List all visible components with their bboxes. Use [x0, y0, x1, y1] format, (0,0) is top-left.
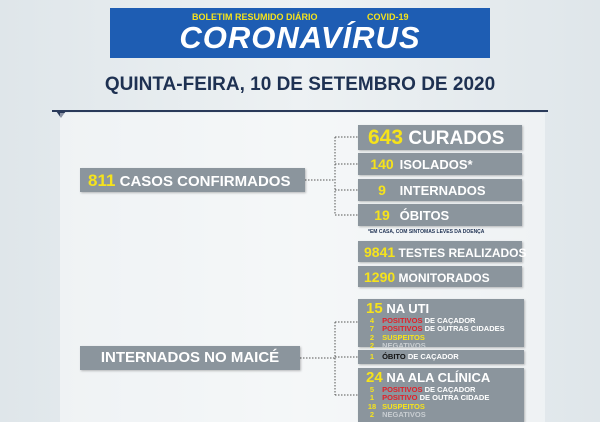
- status: POSITIVOS: [382, 385, 423, 394]
- number: 5: [369, 385, 375, 394]
- detail: DE CAÇADOR: [424, 385, 476, 394]
- status: POSITIVOS: [382, 324, 423, 334]
- group-row: 1 POSITIVO DE OUTRA CIDADE: [364, 393, 489, 402]
- number: 24: [366, 369, 383, 386]
- death-box: [358, 350, 524, 364]
- number: 140: [370, 156, 394, 172]
- summary-item: 140 ISOLADOS*: [368, 156, 473, 172]
- group-head: 15 NA UTI: [366, 300, 429, 317]
- number: 18: [367, 401, 377, 411]
- number: 15: [366, 300, 383, 317]
- banner: [110, 8, 490, 58]
- tests-box: [358, 241, 522, 262]
- number: 4: [369, 316, 375, 325]
- title: CORONAVÍRUS: [179, 20, 421, 55]
- separator: [52, 110, 548, 112]
- number: 9841: [364, 244, 396, 260]
- number: 1: [369, 393, 375, 403]
- number: 2: [369, 340, 375, 350]
- label: INTERNADOS: [399, 183, 486, 198]
- number: 9: [378, 182, 386, 198]
- status: POSITIVOS: [382, 316, 423, 325]
- label: NA ALA CLÍNICA: [386, 370, 491, 385]
- number: 811: [88, 171, 116, 190]
- tests-item: 1290 MONITORADOS: [364, 269, 490, 285]
- detail: DE CAÇADOR: [407, 352, 459, 361]
- death: 1 ÓBITO DE CAÇADOR: [364, 352, 459, 361]
- separator-arrow: [56, 111, 66, 118]
- status: ÓBITO: [382, 352, 406, 361]
- summary-box: [358, 204, 522, 226]
- subtitle: BOLETIM RESUMIDO DIÁRIO: [192, 12, 318, 22]
- label: TESTES REALIZADOS: [398, 246, 527, 260]
- confirmed-box: [80, 168, 305, 192]
- date: QUINTA-FEIRA, 10 DE SETEMBRO DE 2020: [104, 74, 496, 95]
- status: SUSPEITOS: [382, 401, 425, 411]
- group-box: [358, 368, 524, 422]
- label: MONITORADOS: [398, 271, 490, 285]
- hospital-box: [80, 346, 300, 370]
- footnote: *EM CASA, COM SINTOMAS LEVES DA DOENÇA: [368, 229, 485, 235]
- summary-item: 19 ÓBITOS: [368, 207, 449, 223]
- group-box: [358, 299, 524, 347]
- tag: COVID-19: [367, 12, 409, 22]
- detail: DE CAÇADOR: [424, 316, 476, 325]
- number: 19: [374, 207, 390, 223]
- number: 2: [369, 332, 375, 342]
- tests-item: 9841 TESTES REALIZADOS: [364, 244, 527, 260]
- tests-box: [358, 266, 522, 287]
- group-row: 7 POSITIVOS DE OUTRAS CIDADES: [364, 324, 505, 333]
- summary-box: [358, 125, 522, 150]
- summary-box: [358, 153, 522, 175]
- confirmed: 811 CASOS CONFIRMADOS: [88, 171, 290, 191]
- summary-box: [358, 179, 522, 201]
- number: 1: [369, 352, 375, 361]
- number: 7: [369, 324, 375, 334]
- label: CURADOS: [408, 128, 505, 149]
- group-head: 24 NA ALA CLÍNICA: [366, 369, 490, 386]
- group-row: 2 NEGATIVOS: [364, 341, 426, 350]
- status: SUSPEITOS: [382, 332, 425, 342]
- summary-item: 9 INTERNADOS: [368, 182, 486, 198]
- label: ISOLADOS*: [399, 157, 473, 172]
- group-row: 2 SUSPEITOS: [364, 333, 425, 342]
- number: 2: [369, 409, 375, 419]
- detail: DE OUTRAS CIDADES: [424, 324, 505, 334]
- label: NA UTI: [386, 301, 430, 316]
- hospital-label: INTERNADOS NO MAICÉ: [100, 349, 280, 366]
- group-row: 4 POSITIVOS DE CAÇADOR: [364, 316, 476, 325]
- status: NEGATIVOS: [382, 409, 426, 419]
- summary-item: 643 CURADOS: [368, 126, 504, 150]
- label: ÓBITOS: [399, 208, 450, 223]
- detail: DE OUTRA CIDADE: [419, 393, 490, 403]
- group-row: 18 SUSPEITOS: [364, 402, 425, 411]
- status: NEGATIVOS: [382, 340, 426, 350]
- group-row: 5 POSITIVOS DE CAÇADOR: [364, 385, 476, 394]
- connector: [305, 136, 358, 216]
- group-row: 2 NEGATIVOS: [364, 410, 426, 419]
- number: 1290: [364, 269, 396, 285]
- number: 643: [368, 126, 404, 149]
- connector: [300, 321, 358, 396]
- label: CASOS CONFIRMADOS: [119, 173, 291, 190]
- status: POSITIVO: [382, 393, 418, 403]
